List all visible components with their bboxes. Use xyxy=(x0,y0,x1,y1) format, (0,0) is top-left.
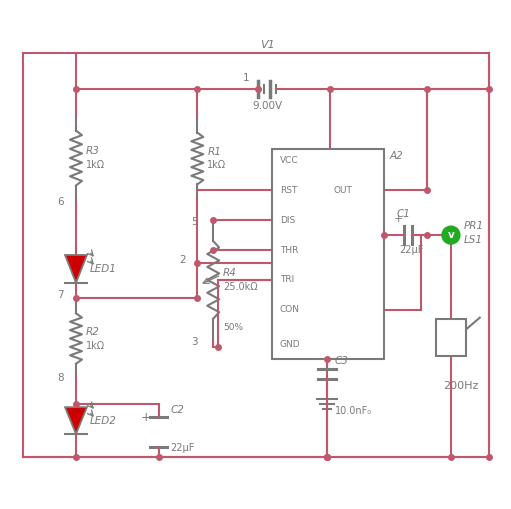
Text: 1: 1 xyxy=(243,73,250,83)
Text: LED1: LED1 xyxy=(90,264,117,274)
Text: LED2: LED2 xyxy=(90,415,117,426)
Text: R1: R1 xyxy=(207,147,221,157)
Text: v: v xyxy=(448,230,454,240)
Text: R2: R2 xyxy=(86,327,100,336)
Polygon shape xyxy=(65,407,87,434)
Text: 1kΩ: 1kΩ xyxy=(207,160,226,171)
Text: R4: R4 xyxy=(223,268,237,278)
Circle shape xyxy=(442,226,460,244)
Text: LS1: LS1 xyxy=(464,235,483,245)
Text: 1kΩ: 1kΩ xyxy=(86,160,105,170)
Bar xyxy=(272,149,384,359)
Text: 6: 6 xyxy=(57,197,64,207)
Text: CON: CON xyxy=(280,305,300,314)
Text: 5: 5 xyxy=(191,217,198,227)
Text: +: + xyxy=(141,411,151,423)
Text: RST: RST xyxy=(280,186,297,195)
Text: OUT: OUT xyxy=(334,186,353,195)
Text: 2: 2 xyxy=(179,255,186,265)
Text: 25.0kΩ: 25.0kΩ xyxy=(223,282,258,292)
Text: 50%: 50% xyxy=(223,323,243,331)
Text: C2: C2 xyxy=(171,405,184,415)
Text: 1kΩ: 1kΩ xyxy=(86,341,105,351)
Text: DIS: DIS xyxy=(280,216,295,224)
Text: 8: 8 xyxy=(57,373,64,383)
Text: TRI: TRI xyxy=(280,275,294,285)
Text: 200Hz: 200Hz xyxy=(443,381,478,391)
Text: 7: 7 xyxy=(57,290,64,300)
Text: VCC: VCC xyxy=(280,156,298,165)
Text: C1: C1 xyxy=(396,209,410,219)
Text: PR1: PR1 xyxy=(464,221,484,231)
Text: A2: A2 xyxy=(389,151,403,160)
Text: THR: THR xyxy=(280,245,298,254)
Text: 3: 3 xyxy=(191,336,198,347)
Text: 10.0nF₀: 10.0nF₀ xyxy=(335,406,371,416)
Text: 22μF: 22μF xyxy=(171,443,195,453)
Text: GND: GND xyxy=(280,340,300,349)
Text: C3: C3 xyxy=(335,356,349,366)
Text: +: + xyxy=(393,214,403,224)
Text: 9.00V: 9.00V xyxy=(253,101,283,111)
Text: R3: R3 xyxy=(86,146,100,156)
Bar xyxy=(436,319,466,356)
Text: V1: V1 xyxy=(261,40,275,50)
Text: 22μF: 22μF xyxy=(399,245,424,255)
Polygon shape xyxy=(65,255,87,283)
